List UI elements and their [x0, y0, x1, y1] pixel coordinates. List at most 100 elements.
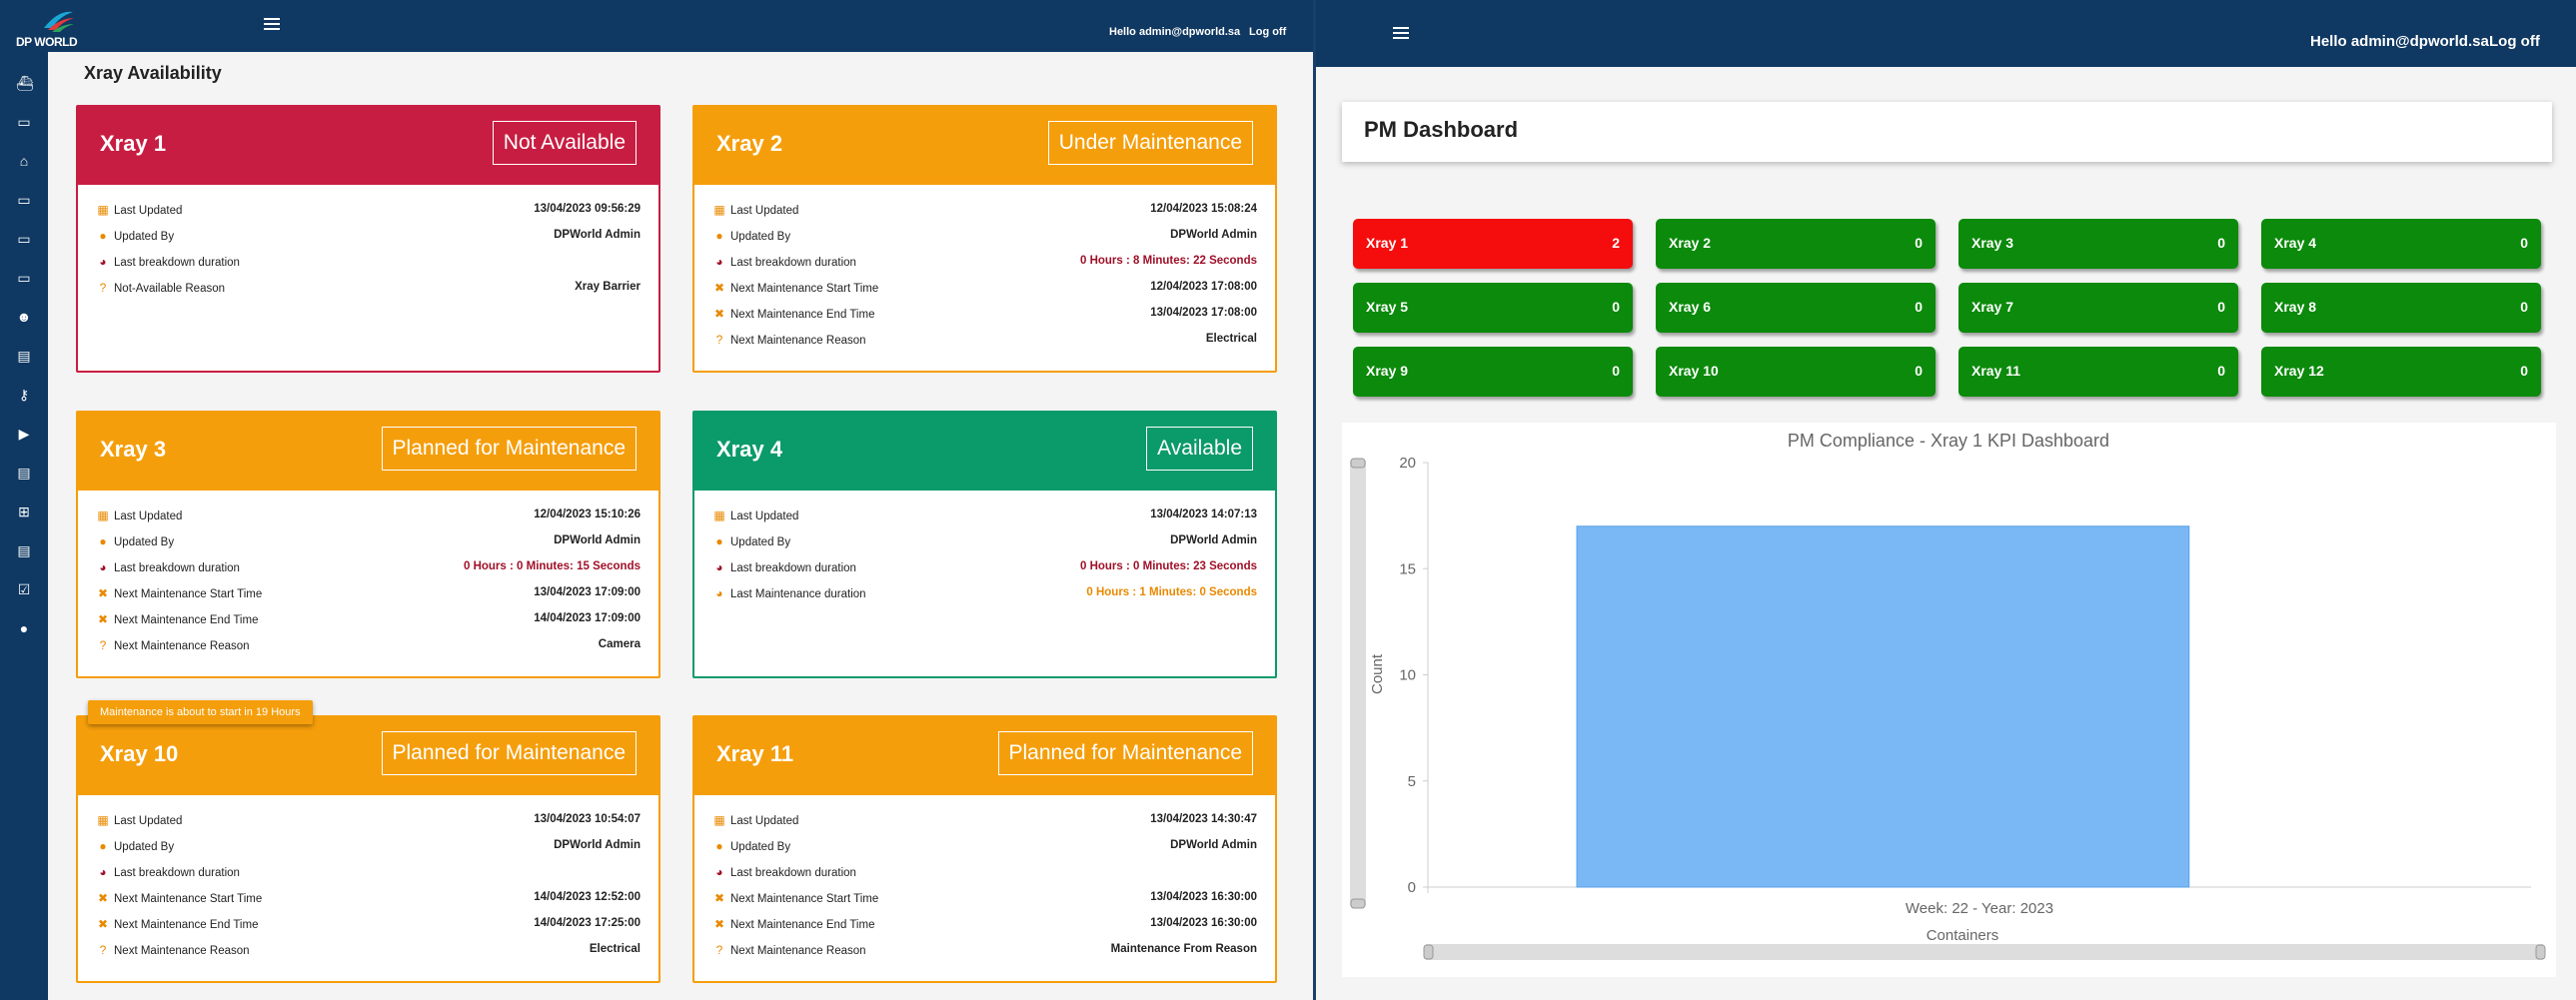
card-detail-row: ◕ Last breakdown duration 0 Hours : 8 Minu…: [712, 255, 1257, 275]
tools-icon: ✖: [713, 891, 725, 905]
row-value: DPWorld Admin: [554, 534, 641, 546]
question-icon: ?: [99, 281, 107, 295]
card-detail-row: ● Updated By DPWorld Admin: [96, 839, 641, 859]
xray-count-tile[interactable]: Xray 7 0: [1958, 283, 2238, 333]
y-tick-label: 15: [1399, 560, 1416, 577]
row-label: Last breakdown duration: [730, 867, 856, 879]
home-icon[interactable]: ⌂: [19, 153, 29, 169]
card-detail-row: ● Updated By DPWorld Admin: [712, 839, 1257, 859]
xray-count-tile[interactable]: Xray 11 0: [1958, 347, 2238, 397]
xray-count-tile[interactable]: Xray 12 0: [2261, 347, 2541, 397]
xray-count-tile[interactable]: Xray 5 0: [1353, 283, 1633, 333]
maintenance-tooltip: Maintenance is about to start in 19 Hour…: [88, 700, 313, 724]
row-label: Last breakdown duration: [730, 257, 856, 269]
card-detail-row: ▦ Last Updated 12/04/2023 15:10:26: [96, 508, 641, 528]
xray-card[interactable]: Xray 2 Under Maintenance ▦ Last Updated 12/0…: [692, 105, 1277, 373]
xray-card[interactable]: Xray 3 Planned for Maintenance ▦ Last Updat…: [76, 411, 660, 678]
user-gear-icon[interactable]: ☻: [16, 309, 32, 325]
card-detail-row: ? Next Maintenance Reason Maintenance From…: [712, 943, 1257, 963]
tools-icon: ✖: [713, 917, 725, 931]
row-value: 0 Hours : 8 Minutes: 22 Seconds: [1079, 255, 1257, 267]
tile-name: Xray 4: [2274, 235, 2317, 251]
ticket-icon[interactable]: ▭: [17, 231, 31, 247]
card-detail-row: ▦ Last Updated 13/04/2023 10:54:07: [96, 813, 641, 833]
xray-count-tile[interactable]: Xray 9 0: [1353, 347, 1633, 397]
xray-card[interactable]: Xray 11 Planned for Maintenance ▦ Last Upda…: [692, 715, 1277, 983]
card-header: Xray 11 Planned for Maintenance: [694, 717, 1275, 795]
ship-icon[interactable]: ⛴: [16, 75, 34, 91]
card-header: Xray 10 Planned for Maintenance: [78, 717, 658, 795]
tile-name: Xray 9: [1366, 363, 1409, 379]
row-label: Updated By: [730, 536, 791, 548]
y-scroll-handle-top[interactable]: [1350, 458, 1366, 469]
y-scroll-handle-bottom[interactable]: [1350, 898, 1366, 909]
key-icon[interactable]: ⚷: [18, 387, 30, 403]
menu-toggle-icon[interactable]: [264, 18, 280, 32]
chart-svg: PM Compliance - Xray 1 KPI Dashboard 0 5 10…: [1350, 431, 2546, 960]
tile-name: Xray 6: [1669, 299, 1712, 315]
row-label: Last breakdown duration: [114, 257, 240, 269]
x-scroll-handle-right[interactable]: [2535, 944, 2546, 960]
top-header: DP WORLD Hello admin@dpworld.sa Log off: [0, 0, 1316, 52]
tile-count: 0: [2217, 363, 2225, 379]
xray-card[interactable]: Xray 10 Planned for Maintenance ▦ Last Upda…: [76, 715, 660, 983]
card-title: Xray 10: [100, 741, 179, 766]
logo-text: DP WORLD: [16, 35, 78, 49]
ticket-icon[interactable]: ▭: [17, 114, 31, 130]
ticket-check-icon[interactable]: ☑: [17, 581, 31, 597]
row-value: 0 Hours : 1 Minutes: 0 Seconds: [1086, 586, 1257, 598]
warehouse-icon[interactable]: ▤: [17, 465, 31, 481]
row-label: Next Maintenance End Time: [730, 309, 875, 321]
xray-card[interactable]: Xray 1 Not Available ▦ Last Updated 13/04/20…: [76, 105, 660, 373]
row-value: 13/04/2023 17:08:00: [1150, 307, 1257, 319]
x-scrollbar[interactable]: [1426, 944, 2543, 960]
ticket-icon[interactable]: ▭: [17, 192, 31, 208]
card-detail-row: ✖ Next Maintenance End Time 13/04/2023 17:…: [712, 307, 1257, 327]
ticket-icon[interactable]: ▭: [17, 270, 31, 286]
pane-divider[interactable]: [1313, 0, 1317, 1000]
truck-icon[interactable]: ▶: [18, 426, 30, 442]
row-label: Next Maintenance Reason: [114, 640, 250, 652]
row-value: 13/04/2023 09:56:29: [534, 203, 641, 215]
row-label: Last breakdown duration: [730, 562, 856, 574]
xray-count-tile[interactable]: Xray 1 2: [1353, 219, 1633, 269]
menu-toggle-icon[interactable]: [1393, 27, 1409, 41]
logoff-link[interactable]: Log off: [2489, 33, 2540, 50]
status-badge: Planned for Maintenance: [997, 731, 1253, 775]
chart-bar[interactable]: [1576, 525, 2190, 888]
tile-name: Xray 8: [2274, 299, 2317, 315]
xray-count-tile[interactable]: Xray 2 0: [1656, 219, 1935, 269]
tile-name: Xray 1: [1366, 235, 1409, 251]
xray-card[interactable]: Xray 4 Available ▦ Last Updated 13/04/2023 1…: [692, 411, 1277, 678]
card-detail-row: ● Updated By DPWorld Admin: [712, 534, 1257, 554]
logo-swirl-icon: [44, 11, 74, 32]
status-badge: Planned for Maintenance: [381, 427, 637, 471]
row-label: Next Maintenance End Time: [114, 919, 259, 931]
card-detail-row: ▦ Last Updated 13/04/2023 14:30:47: [712, 813, 1257, 833]
tile-count: 0: [2520, 235, 2528, 251]
logoff-link[interactable]: Log off: [1249, 26, 1287, 38]
row-label: Next Maintenance Reason: [730, 335, 866, 347]
user-icon[interactable]: ●: [19, 620, 29, 636]
page-title: Xray Availability: [84, 63, 222, 83]
xray-count-tile[interactable]: Xray 10 0: [1656, 347, 1935, 397]
card-title: Xray 1: [100, 131, 167, 156]
sidebar: ⛴ ▭ ⌂ ▭ ▭ ▭ ☻ ▤ ⚷ ▶ ▤ ⊞ ▤ ☑ ●: [0, 52, 48, 1000]
question-icon: ?: [715, 943, 723, 957]
tile-name: Xray 10: [1669, 363, 1719, 379]
xray-count-tile[interactable]: Xray 4 0: [2261, 219, 2541, 269]
xray-count-tile[interactable]: Xray 3 0: [1958, 219, 2238, 269]
tile-count: 0: [1915, 363, 1923, 379]
question-icon: ?: [99, 638, 107, 652]
warehouse-icon[interactable]: ▤: [17, 348, 31, 364]
xray-count-tile[interactable]: Xray 8 0: [2261, 283, 2541, 333]
card-detail-row: ? Next Maintenance Reason Camera: [96, 638, 641, 658]
x-scroll-handle-left[interactable]: [1423, 944, 1434, 960]
xray-count-tile[interactable]: Xray 6 0: [1656, 283, 1935, 333]
y-scrollbar[interactable]: [1350, 461, 1366, 905]
sitemap-icon[interactable]: ⊞: [18, 503, 30, 519]
card-detail-row: ◕ Last breakdown duration: [712, 865, 1257, 885]
dpworld-logo[interactable]: DP WORLD: [14, 8, 84, 50]
row-value: Camera: [598, 638, 641, 650]
warehouse-icon[interactable]: ▤: [17, 542, 31, 558]
